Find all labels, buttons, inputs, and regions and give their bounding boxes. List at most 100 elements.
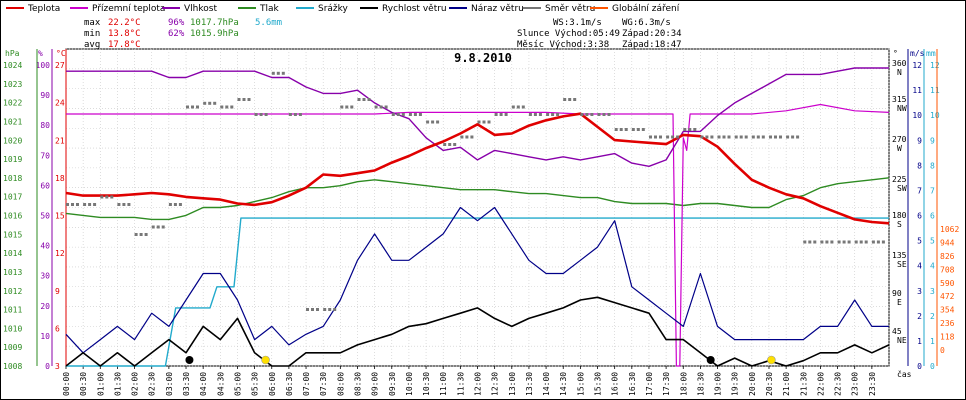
axis-deg-dir: W [897, 144, 902, 153]
wind-direction-point [602, 113, 606, 116]
wind-direction-point [230, 105, 234, 109]
wind-direction-point [323, 308, 327, 311]
wind-direction-point [717, 135, 721, 139]
stats-min-humidity: 62% [168, 29, 185, 39]
wind-direction-point [161, 225, 165, 229]
wind-direction-point [803, 240, 807, 244]
legend: Teplota Přízemní teplota Vlhkost Tlak Srážky… [6, 4, 680, 14]
x-tick-label: 07:00 [302, 372, 311, 396]
right-axes: ° m/s mm360N315NW270W225SW180S135SE90E45NE… [892, 49, 959, 371]
axis-pct-tick: 40 [40, 242, 50, 251]
wind-direction-point [333, 308, 337, 311]
wind-direction-point [700, 135, 704, 139]
x-tick-label: 04:30 [216, 372, 225, 396]
info-wg: WG:6.3m/s [622, 18, 671, 28]
axis-wm2-tick: 708 [940, 265, 955, 274]
wind-direction-point [436, 120, 440, 124]
axis-pct-tick: 10 [40, 332, 50, 341]
wind-direction-point [597, 113, 601, 116]
axis-deg-dir: NW [897, 104, 907, 113]
wind-direction-point [739, 135, 743, 139]
wind-direction-point [225, 105, 229, 109]
wind-direction-point [705, 135, 709, 139]
wind-direction-point [546, 113, 550, 116]
axis-mm-tick: 0 [930, 362, 935, 371]
axis-mm-tick: 9 [930, 136, 935, 145]
wind-direction-point [168, 203, 172, 206]
wind-direction-point [487, 120, 491, 124]
wind-direction-point [813, 240, 817, 244]
axis-deg-tick: 225 [892, 175, 907, 184]
axis-deg-tick: 45 [892, 327, 902, 336]
x-tick-label: 13:00 [508, 372, 517, 396]
wind-direction-point [288, 113, 292, 116]
x-tick-label: 05:30 [251, 372, 260, 396]
wind-direction-point [259, 113, 263, 116]
axis-hpa-tick: 1016 [3, 212, 22, 221]
axis-wm2-tick: 118 [940, 333, 955, 342]
wind-direction-point [379, 105, 383, 109]
x-tick-label: 18:30 [696, 372, 705, 396]
grid [65, 48, 890, 367]
axis-hpa-tick: 1014 [3, 249, 22, 258]
wind-direction-point [144, 233, 148, 236]
series-wind-gust [65, 206, 889, 354]
axis-temp-tick: 12 [55, 249, 65, 258]
markers [185, 355, 776, 365]
axis-ms-tick: 3 [917, 287, 922, 296]
axis-hpa-tick: 1024 [3, 61, 22, 70]
wind-direction-point [186, 105, 189, 109]
stats-max-pressure: 1017.7hPa [190, 18, 239, 28]
wind-direction-point [820, 240, 824, 244]
wind-direction-point [328, 308, 332, 311]
wind-direction-point [769, 135, 772, 139]
wind-direction-point [340, 105, 344, 109]
legend-label: Směr větru [545, 4, 595, 14]
axis-temp-tick: 6 [55, 324, 60, 333]
wind-direction-point [533, 113, 537, 116]
wind-direction-point [391, 113, 395, 116]
wind-direction-point [607, 113, 611, 116]
axis-pct-tick: 100 [36, 61, 51, 70]
wind-direction-point [426, 120, 430, 124]
info-panel: WS:3.1m/s WG:6.3m/s Slunce Východ:05:49 … [517, 18, 682, 50]
axis-deg-dir: E [897, 298, 902, 307]
axis-pct-tick: 30 [40, 272, 50, 281]
wind-direction-point [734, 135, 738, 139]
axis-hpa-tick: 1010 [3, 324, 22, 333]
axis-temp-tick: 21 [55, 136, 65, 145]
axis-mm-tick: 3 [930, 287, 935, 296]
wind-direction-point [117, 203, 121, 206]
x-tick-label: 01:00 [96, 372, 105, 396]
wind-direction-point [298, 113, 302, 116]
wind-direction-point [208, 101, 212, 105]
wind-direction-point [688, 128, 692, 131]
x-tick-label: 15:00 [576, 372, 585, 396]
wind-direction-point [156, 225, 160, 229]
wind-direction-point [242, 98, 246, 101]
axis-deg-title: ° [893, 49, 898, 58]
wind-direction-point [83, 203, 87, 206]
wind-direction-point [413, 113, 417, 116]
x-tick-label: 07:30 [319, 372, 328, 396]
wind-direction-point [453, 143, 457, 146]
axis-hpa-tick: 1012 [3, 287, 22, 296]
series-temperature [65, 112, 890, 225]
wind-direction-point [311, 308, 314, 311]
wind-direction-point [173, 203, 177, 206]
series-precip [66, 217, 889, 367]
axis-wm2-tick: 0 [940, 346, 945, 355]
wind-direction-point [744, 135, 748, 139]
left-axes: hPa% °C1024102310221021102010191018101710… [3, 49, 67, 371]
wind-direction-point [408, 113, 412, 116]
info-sunset: Západ:20:34 [622, 29, 682, 39]
x-tick-label: 08:30 [353, 372, 362, 396]
x-tick-label: 11:30 [456, 372, 465, 396]
axis-mm-tick: 10 [930, 111, 940, 120]
stats-avg-label: avg [84, 40, 100, 50]
wind-direction-point [477, 120, 481, 124]
wind-direction-point [66, 203, 69, 206]
axis-temp-tick: 18 [55, 174, 65, 183]
axis-temp-tick: 24 [55, 99, 65, 108]
